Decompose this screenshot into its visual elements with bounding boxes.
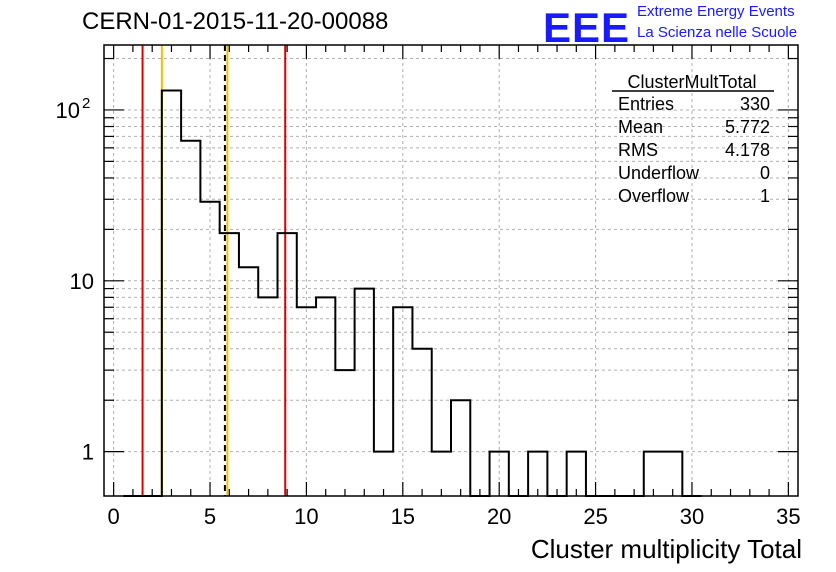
stats-row-label: Underflow <box>618 163 700 183</box>
logo-subtitle-line1: Extreme Energy Events <box>637 3 795 20</box>
stats-box: ClusterMultTotal Entries 330 Mean 5.772 RMS 4… <box>612 72 774 206</box>
stats-row-label: Mean <box>618 117 663 137</box>
x-tick-label: 0 <box>108 504 120 529</box>
axis-ticks <box>104 45 798 496</box>
x-tick-label: 5 <box>204 504 216 529</box>
chart-title: CERN-01-2015-11-20-00088 <box>82 8 389 35</box>
x-axis-label: Cluster multiplicity Total <box>531 534 802 564</box>
x-tick-label: 35 <box>776 504 800 529</box>
y-tick-label-exponent: 2 <box>82 95 90 112</box>
stats-row-value: 330 <box>740 94 770 114</box>
eee-logo: EEE <box>543 4 631 51</box>
stats-row-value: 1 <box>760 186 770 206</box>
stats-row-label: RMS <box>618 140 658 160</box>
y-tick-label: 1 <box>82 440 94 465</box>
stats-row-value: 5.772 <box>725 117 770 137</box>
stats-row-label: Overflow <box>618 186 690 206</box>
x-tick-label: 25 <box>583 504 607 529</box>
histogram-outline <box>123 89 702 497</box>
plot-frame <box>103 44 799 497</box>
logo-subtitle-line2: La Scienza nelle Scuole <box>637 24 798 41</box>
y-tick-label: 10 <box>56 98 80 123</box>
y-tick-label: 10 <box>70 269 94 294</box>
stats-rows: Entries 330 Mean 5.772 RMS 4.178 Underflow 0 Ove… <box>618 94 770 206</box>
x-tick-label: 10 <box>294 504 318 529</box>
stats-title: ClusterMultTotal <box>627 72 756 92</box>
stats-row-label: Entries <box>618 94 674 114</box>
x-tick-label: 20 <box>487 504 511 529</box>
x-tick-label: 15 <box>391 504 415 529</box>
x-tick-label: 30 <box>680 504 704 529</box>
stats-row-value: 0 <box>760 163 770 183</box>
marker-lines <box>141 45 287 496</box>
stats-row-value: 4.178 <box>725 140 770 160</box>
grid-layer <box>104 45 798 496</box>
